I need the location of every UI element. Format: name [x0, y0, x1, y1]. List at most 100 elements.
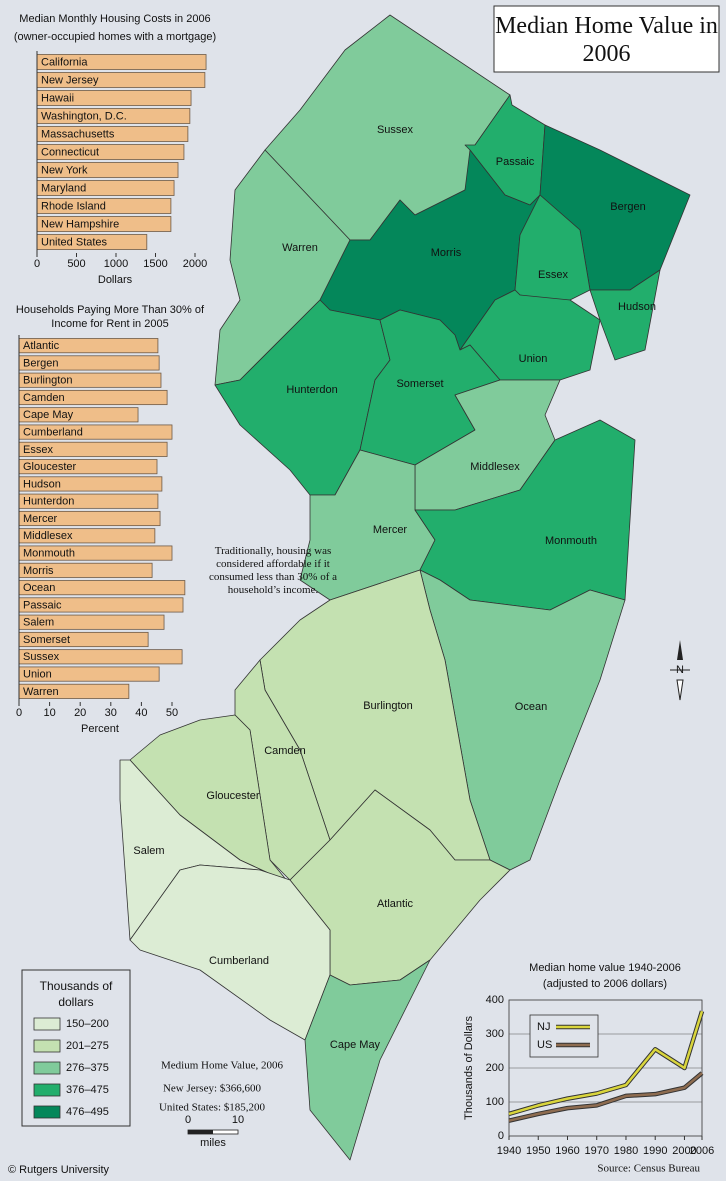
county-label: Essex: [538, 269, 568, 281]
category-label: Cumberland: [23, 426, 83, 438]
chart-subtitle: (owner-occupied homes with a mortgage): [14, 31, 216, 43]
legend-swatch: [33, 1083, 61, 1097]
scale-unit: miles: [200, 1137, 226, 1149]
category-label: Salem: [23, 617, 54, 629]
legend-label: 201–275: [66, 1040, 109, 1052]
x-tick-label: 30: [105, 707, 117, 719]
y-tick-label: 0: [498, 1130, 504, 1142]
legend-title: Thousands of dollars: [39, 979, 113, 1009]
summary-line: New Jersey: $366,600: [163, 1083, 262, 1095]
scale-tick: 10: [232, 1114, 244, 1126]
category-label: Ocean: [23, 582, 55, 594]
county-label: Gloucester: [206, 790, 260, 802]
county-label: Hudson: [618, 301, 656, 313]
category-label: Cape May: [23, 409, 74, 421]
category-label: Somerset: [23, 634, 70, 646]
category-label: Washington, D.C.: [41, 110, 127, 122]
y-tick-label: 200: [486, 1062, 504, 1074]
legend-swatch: [33, 1105, 61, 1119]
x-axis-label: Dollars: [98, 274, 133, 286]
y-tick-label: 400: [486, 994, 504, 1006]
category-label: Gloucester: [23, 461, 77, 473]
category-label: Burlington: [23, 375, 73, 387]
y-tick-label: 300: [486, 1028, 504, 1040]
legend-label: 276–375: [66, 1062, 109, 1074]
category-label: Essex: [23, 444, 53, 456]
county-label: Cumberland: [209, 955, 269, 967]
category-label: New Hampshire: [41, 218, 119, 230]
series-line: [508, 1010, 704, 1116]
north-arrow: [670, 640, 690, 701]
category-label: Hunterdon: [23, 496, 74, 508]
annotation: Traditionally, housing was considered af…: [209, 545, 337, 596]
county-label: Middlesex: [470, 461, 520, 473]
chart-subtitle: (adjusted to 2006 dollars): [543, 978, 667, 990]
legend-label: NJ: [537, 1021, 550, 1033]
y-tick-label: 100: [486, 1096, 504, 1108]
x-tick-label: 1990: [643, 1145, 667, 1157]
x-tick-label: 0: [34, 258, 40, 270]
county-label: Somerset: [396, 378, 443, 390]
county-label: Bergen: [610, 201, 645, 213]
x-tick-label: 10: [43, 707, 55, 719]
category-label: Morris: [23, 565, 54, 577]
category-label: Sussex: [23, 651, 60, 663]
county-label: Burlington: [363, 700, 413, 712]
category-label: New Jersey: [41, 74, 99, 86]
legend-label: 376–475: [66, 1084, 109, 1096]
county-label: Cape May: [330, 1039, 381, 1051]
scale-bar: [187, 1129, 239, 1135]
chart-title: Households Paying More Than 30% of Incom…: [15, 304, 205, 330]
legend-swatch: [33, 1061, 61, 1075]
category-label: New York: [41, 164, 88, 176]
title-box: [493, 5, 720, 73]
county-label: Salem: [133, 845, 164, 857]
x-tick-label: 20: [74, 707, 86, 719]
y-axis-label: Thousands of Dollars: [463, 1016, 475, 1120]
chart-title: Median Monthly Housing Costs in 2006: [19, 13, 210, 25]
county-label: Mercer: [373, 524, 408, 536]
category-label: Camden: [23, 392, 65, 404]
source: Source: Census Bureau: [597, 1163, 700, 1175]
x-tick-label: 500: [67, 258, 85, 270]
legend-box: [529, 1014, 599, 1058]
category-label: United States: [41, 236, 108, 248]
county-label: Morris: [431, 247, 462, 259]
x-tick-label: 1960: [555, 1145, 579, 1157]
category-label: Hawaii: [41, 92, 74, 104]
page-title: Median Home Value in 2006: [495, 13, 718, 67]
x-tick-label: 1500: [143, 258, 167, 270]
x-tick-label: 50: [166, 707, 178, 719]
summary-title: Medium Home Value, 2006: [161, 1060, 284, 1072]
county: [234, 659, 331, 881]
county-label: Atlantic: [377, 898, 414, 910]
category-label: Bergen: [23, 357, 58, 369]
x-axis-label: Percent: [81, 723, 119, 735]
county-label: Passaic: [496, 156, 535, 168]
legend-swatch: [33, 1017, 61, 1031]
map: Sussex Warren Passaic Bergen Morris Essex Huds…: [119, 14, 691, 1161]
category-label: Massachusetts: [41, 128, 115, 140]
category-label: Union: [23, 668, 52, 680]
x-tick-label: 1950: [526, 1145, 550, 1157]
category-label: Maryland: [41, 182, 86, 194]
x-tick-label: 2006: [690, 1145, 714, 1157]
credit: © Rutgers University: [8, 1164, 110, 1176]
x-tick-label: 40: [135, 707, 147, 719]
scale-tick: 0: [185, 1114, 191, 1126]
chart-title: Median home value 1940-2006: [529, 962, 681, 974]
category-label: Monmouth: [23, 547, 75, 559]
x-tick-label: 1000: [104, 258, 128, 270]
north-label: N: [676, 664, 684, 676]
county-label: Hunterdon: [286, 384, 337, 396]
x-tick-label: 1980: [614, 1145, 638, 1157]
county: [304, 959, 431, 1161]
legend-label: US: [537, 1039, 552, 1051]
county-label: Union: [519, 353, 548, 365]
category-label: Rhode Island: [41, 200, 106, 212]
county-label: Warren: [282, 242, 318, 254]
x-tick-label: 2000: [672, 1145, 696, 1157]
category-label: Atlantic: [23, 340, 60, 352]
